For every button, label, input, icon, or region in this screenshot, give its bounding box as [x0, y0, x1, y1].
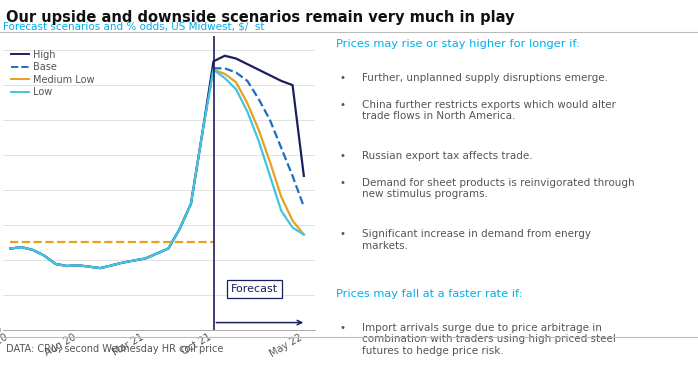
Text: •: •: [340, 73, 346, 83]
Text: Further, unplanned supply disruptions emerge.: Further, unplanned supply disruptions em…: [362, 73, 607, 83]
Text: Demand for sheet products is reinvigorated through
new stimulus programs.: Demand for sheet products is reinvigorat…: [362, 178, 634, 200]
Text: •: •: [340, 178, 346, 188]
Legend: High, Base, Medium Low, Low: High, Base, Medium Low, Low: [11, 50, 94, 97]
Text: Our upside and downside scenarios remain very much in play: Our upside and downside scenarios remain…: [6, 10, 514, 24]
Text: Prices may rise or stay higher for longer if:: Prices may rise or stay higher for longe…: [336, 39, 580, 49]
Text: •: •: [340, 151, 346, 161]
Text: Prices may fall at a faster rate if:: Prices may fall at a faster rate if:: [336, 289, 523, 299]
Text: Forecast: Forecast: [230, 284, 278, 294]
Text: Significant increase in demand from energy
markets.: Significant increase in demand from ener…: [362, 229, 591, 251]
Text: DATA: CRU, second Wednesday HR coil price: DATA: CRU, second Wednesday HR coil pric…: [6, 344, 223, 354]
Text: •: •: [340, 100, 346, 110]
Text: •: •: [340, 323, 346, 333]
Text: •: •: [340, 229, 346, 239]
Text: Import arrivals surge due to price arbitrage in
combination with traders using h: Import arrivals surge due to price arbit…: [362, 323, 616, 356]
Text: Russian export tax affects trade.: Russian export tax affects trade.: [362, 151, 533, 161]
Text: China further restricts exports which would alter
trade flows in North America.: China further restricts exports which wo…: [362, 100, 616, 122]
Text: Forecast scenarios and % odds, US Midwest, $/  st: Forecast scenarios and % odds, US Midwes…: [3, 21, 265, 31]
